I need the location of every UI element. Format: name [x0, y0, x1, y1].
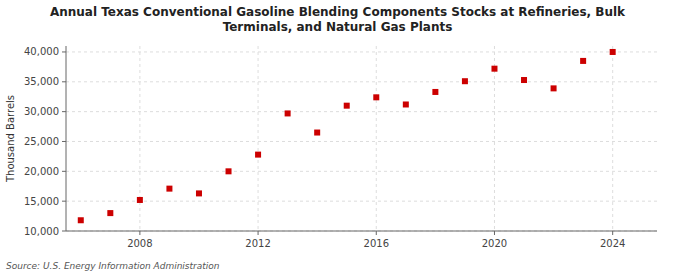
point: [491, 66, 497, 72]
y-tick-label: 35,000: [24, 76, 59, 87]
y-tick-label: 20,000: [24, 166, 59, 177]
point: [285, 110, 291, 116]
x-axis-line: [66, 231, 657, 232]
grid-line-x: [612, 46, 613, 231]
y-tick-label: 10,000: [24, 226, 59, 237]
point: [314, 130, 320, 136]
y-tick: [62, 201, 66, 202]
point: [521, 77, 527, 83]
x-tick-label: 2020: [482, 238, 507, 249]
x-tick: [376, 231, 377, 235]
chart-svg: Annual Texas Conventional Gasoline Blend…: [0, 0, 675, 275]
grid-line-y: [66, 111, 657, 112]
point: [580, 58, 586, 64]
y-tick-label: 15,000: [24, 196, 59, 207]
grid-line-y: [66, 51, 657, 52]
point: [255, 152, 261, 158]
x-tick-label: 2016: [364, 238, 389, 249]
point: [226, 168, 232, 174]
y-tick: [62, 51, 66, 52]
title-line: Annual Texas Conventional Gasoline Blend…: [50, 5, 626, 19]
point: [610, 49, 616, 55]
point: [196, 190, 202, 196]
grid-line-x: [376, 46, 377, 231]
grid-line-x: [494, 46, 495, 231]
point: [551, 85, 557, 91]
title: Annual Texas Conventional Gasoline Blend…: [50, 5, 626, 34]
point: [78, 217, 84, 223]
grid-line-x: [258, 46, 259, 231]
grid-line-y: [66, 171, 657, 172]
point: [462, 78, 468, 84]
grid-line-y: [66, 141, 657, 142]
y-axis-line: [66, 46, 67, 231]
x-tick: [612, 231, 613, 235]
point: [432, 89, 438, 95]
y-tick-label: 40,000: [24, 46, 59, 57]
chart-container: Annual Texas Conventional Gasoline Blend…: [0, 0, 675, 275]
point: [373, 94, 379, 100]
y-tick: [62, 81, 66, 82]
x-tick: [139, 231, 140, 235]
x-tick-label: 2008: [127, 238, 152, 249]
y-tick: [62, 231, 66, 232]
title-line: Terminals, and Natural Gas Plants: [223, 20, 453, 34]
point: [137, 197, 143, 203]
y-tick-label: 25,000: [24, 136, 59, 147]
point: [344, 103, 350, 109]
x-tick-label: 2024: [600, 238, 625, 249]
grid: [66, 46, 657, 231]
grid-line-y: [66, 201, 657, 202]
point: [166, 186, 172, 192]
point: [107, 210, 113, 216]
grid-line-x: [139, 46, 140, 231]
source: Source: U.S. Energy Information Administ…: [6, 261, 220, 271]
y-tick-label: 30,000: [24, 106, 59, 117]
x-tick: [494, 231, 495, 235]
y-tick: [62, 141, 66, 142]
y-tick: [62, 171, 66, 172]
grid-line-y: [66, 231, 657, 232]
x-tick: [258, 231, 259, 235]
y-axis-label: Thousand Barrels: [5, 95, 16, 183]
y-tick: [62, 111, 66, 112]
grid-line-y: [66, 81, 657, 82]
x-tick-label: 2012: [245, 238, 270, 249]
points: [78, 49, 616, 223]
point: [403, 101, 409, 107]
